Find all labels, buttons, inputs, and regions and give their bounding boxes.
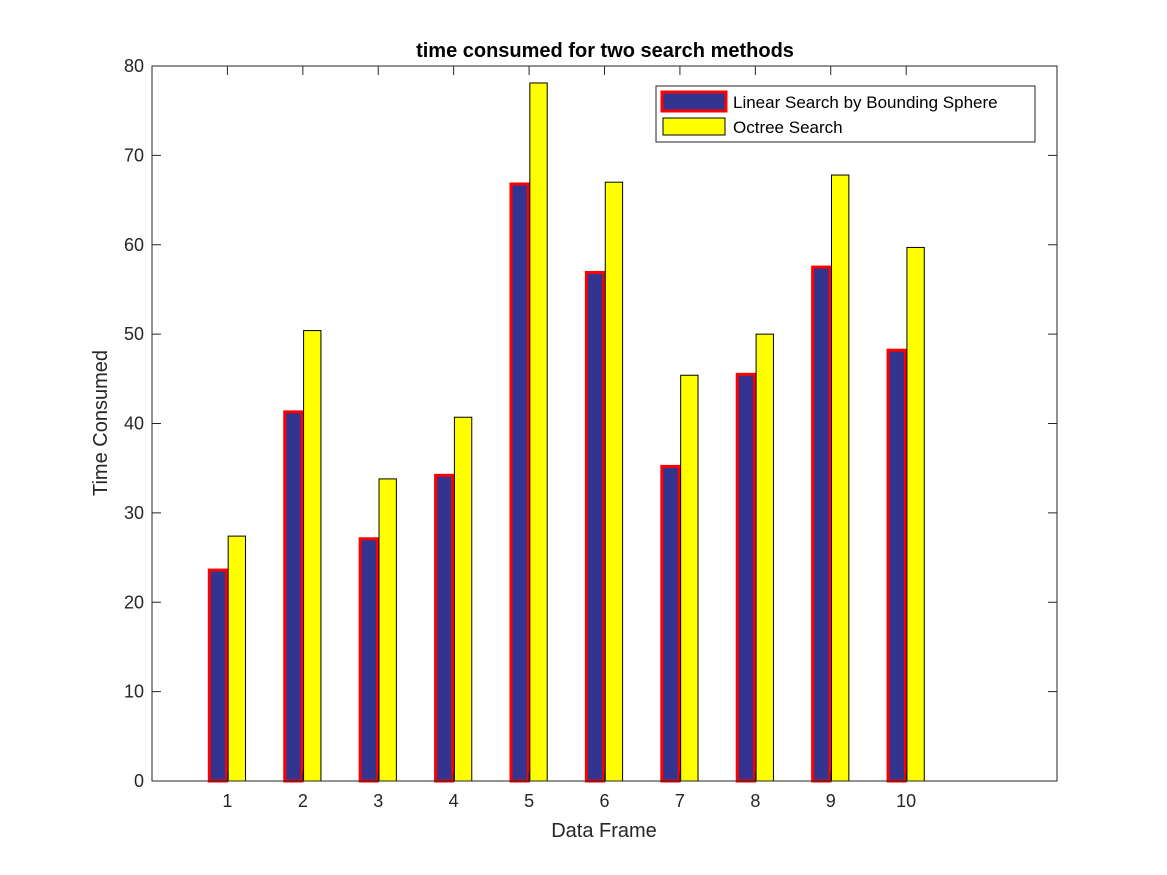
chart-title: time consumed for two search methods [416, 40, 794, 62]
x-tick-label: 7 [675, 791, 685, 811]
bar-linear-search-6 [584, 270, 606, 783]
x-tick-label: 4 [449, 791, 459, 811]
bar-linear-search-1 [207, 568, 229, 783]
x-axis-label: Data Frame [551, 820, 657, 842]
y-tick-label: 80 [124, 56, 144, 76]
x-tick-label: 6 [599, 791, 609, 811]
legend-label-octree-search: Octree Search [733, 118, 843, 137]
bar-octree-search-10 [906, 246, 925, 782]
legend-swatch-octree-search [662, 117, 726, 136]
bar-linear-search-9 [811, 265, 832, 783]
bar-linear-search-3 [358, 537, 379, 783]
bars-layer [207, 82, 925, 783]
bar-octree-search-4 [453, 416, 473, 782]
x-tick-label: 1 [222, 791, 232, 811]
bar-octree-search-3 [378, 478, 397, 782]
bar-octree-search-9 [831, 174, 850, 782]
y-tick-label: 40 [124, 414, 144, 434]
legend-swatch-linear-search [660, 90, 728, 113]
y-tick-label: 30 [124, 503, 144, 523]
legend-label-linear-search: Linear Search by Bounding Sphere [733, 93, 998, 112]
ticks-layer: 0 10 20 30 40 50 60 70 80 1 2 3 4 5 6 7 8 9 10 [124, 56, 1057, 811]
y-axis-label: Time Consumed [90, 350, 112, 496]
bar-octree-search-5 [529, 82, 548, 782]
x-tick-label: 9 [826, 791, 836, 811]
bar-octree-search-2 [303, 330, 322, 782]
bar-linear-search-2 [283, 410, 304, 783]
bar-octree-search-8 [755, 333, 774, 782]
x-tick-label: 10 [896, 791, 916, 811]
bar-linear-search-10 [886, 348, 907, 783]
bar-octree-search-7 [680, 374, 699, 782]
bar-octree-search-1 [227, 535, 247, 782]
bar-octree-search-6 [604, 181, 624, 782]
y-tick-label: 50 [124, 324, 144, 344]
bar-linear-search-5 [509, 182, 530, 783]
x-tick-label: 8 [750, 791, 760, 811]
y-tick-label: 70 [124, 145, 144, 165]
plot-frame [151, 65, 1058, 782]
x-tick-label: 2 [298, 791, 308, 811]
x-tick-label: 3 [373, 791, 383, 811]
y-tick-label: 10 [124, 682, 144, 702]
legend: Linear Search by Bounding Sphere Octree … [655, 85, 1036, 143]
y-tick-label: 20 [124, 592, 144, 612]
y-tick-label: 60 [124, 235, 144, 255]
bar-linear-search-7 [660, 464, 681, 783]
bar-linear-search-8 [735, 372, 757, 783]
x-tick-label: 5 [524, 791, 534, 811]
y-tick-label: 0 [134, 771, 144, 791]
bar-linear-search-4 [434, 473, 455, 783]
